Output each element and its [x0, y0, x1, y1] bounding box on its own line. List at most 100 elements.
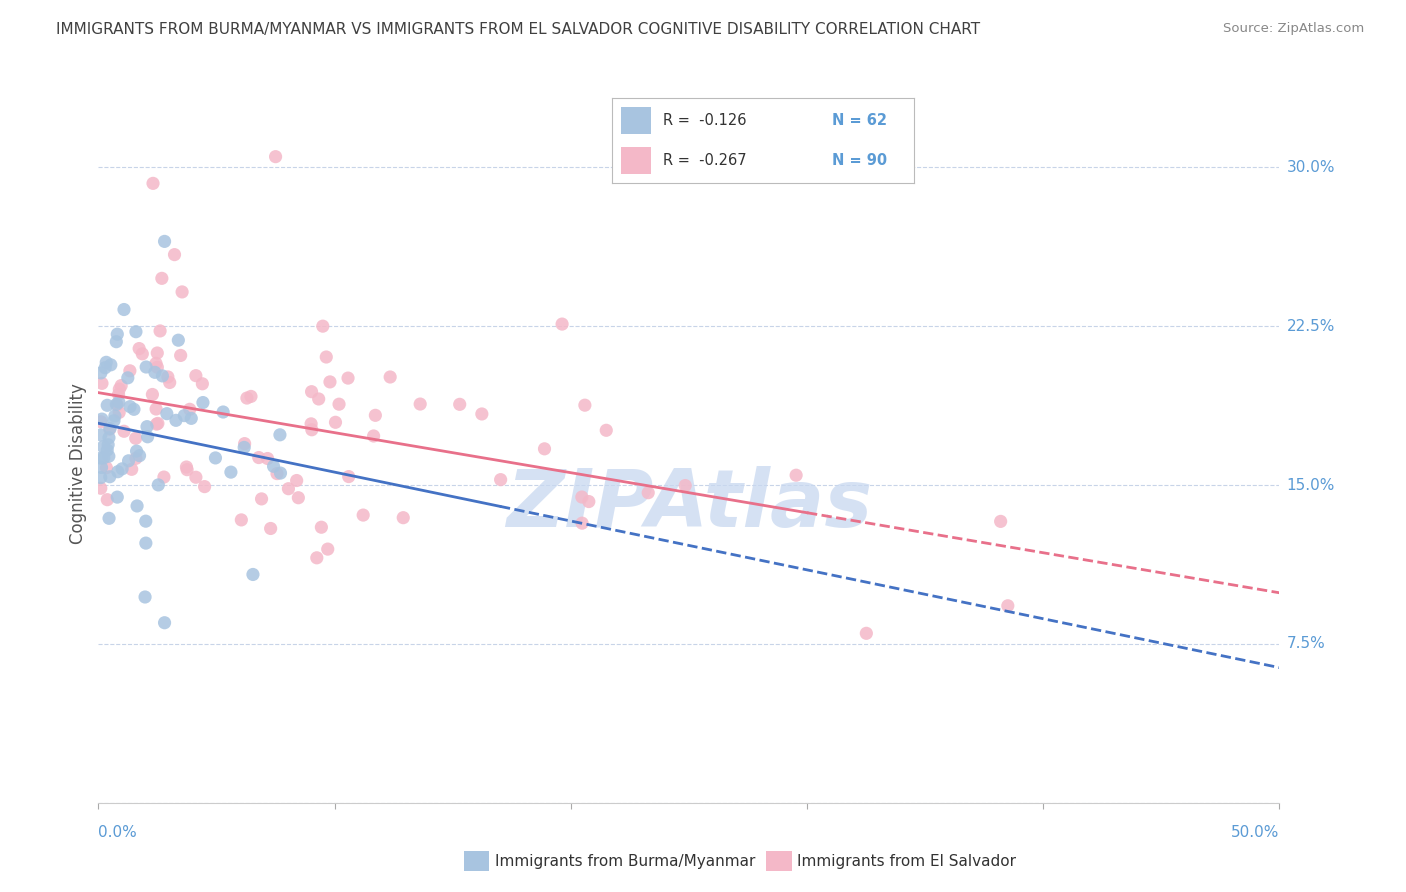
- Point: [240, 389, 263, 403]
- Point: [571, 516, 593, 531]
- Point: [176, 460, 198, 475]
- Point: [236, 391, 259, 405]
- Point: [103, 414, 125, 428]
- Point: [176, 463, 198, 477]
- Point: [785, 468, 807, 483]
- Point: [117, 454, 139, 468]
- Point: [90, 415, 112, 429]
- Point: [533, 442, 555, 456]
- Point: [285, 474, 308, 488]
- Point: [449, 397, 471, 411]
- Point: [117, 371, 139, 385]
- Point: [409, 397, 432, 411]
- Text: Source: ZipAtlas.com: Source: ZipAtlas.com: [1223, 22, 1364, 36]
- Point: [125, 499, 148, 513]
- Point: [352, 508, 374, 522]
- Point: [392, 510, 415, 524]
- Point: [107, 465, 129, 479]
- Point: [156, 370, 179, 384]
- Point: [97, 449, 120, 463]
- Point: [97, 431, 120, 445]
- Point: [94, 360, 117, 375]
- Point: [90, 412, 112, 426]
- Point: [128, 342, 150, 356]
- Point: [125, 444, 148, 458]
- Point: [180, 411, 202, 425]
- Point: [159, 376, 181, 390]
- Point: [595, 423, 617, 437]
- Point: [135, 359, 157, 374]
- Text: N = 90: N = 90: [832, 153, 887, 169]
- Point: [990, 515, 1012, 529]
- Text: 7.5%: 7.5%: [1286, 636, 1326, 651]
- Point: [233, 436, 256, 450]
- Point: [269, 427, 291, 442]
- Point: [136, 419, 159, 434]
- Point: [233, 441, 256, 455]
- Point: [145, 402, 167, 417]
- Point: [141, 387, 163, 401]
- Point: [145, 356, 167, 370]
- Point: [191, 395, 214, 409]
- Point: [135, 536, 157, 550]
- Point: [128, 449, 150, 463]
- Point: [135, 514, 157, 528]
- Text: Immigrants from El Salvador: Immigrants from El Salvador: [797, 855, 1017, 869]
- Point: [105, 334, 128, 349]
- Text: 22.5%: 22.5%: [1286, 318, 1334, 334]
- Point: [250, 491, 273, 506]
- Point: [153, 470, 176, 484]
- Text: 0.0%: 0.0%: [98, 825, 138, 840]
- Point: [100, 358, 122, 372]
- Point: [98, 469, 121, 483]
- Point: [551, 317, 574, 331]
- Point: [191, 376, 214, 391]
- Point: [145, 417, 167, 431]
- Text: ZIPAtlas: ZIPAtlas: [506, 466, 872, 543]
- Text: 15.0%: 15.0%: [1286, 477, 1334, 492]
- Point: [325, 415, 347, 429]
- Point: [120, 400, 142, 414]
- Point: [98, 421, 121, 435]
- Point: [105, 327, 128, 342]
- Point: [98, 422, 121, 436]
- Point: [179, 402, 201, 417]
- Point: [143, 365, 166, 379]
- Y-axis label: Cognitive Disability: Cognitive Disability: [69, 384, 87, 544]
- Point: [184, 368, 207, 383]
- Point: [96, 460, 118, 475]
- Text: R =  -0.267: R = -0.267: [664, 153, 747, 169]
- Point: [204, 450, 226, 465]
- Point: [184, 470, 207, 484]
- Point: [148, 478, 170, 492]
- Point: [305, 550, 328, 565]
- Point: [571, 490, 593, 504]
- Point: [118, 364, 141, 378]
- Point: [125, 431, 148, 445]
- Point: [574, 398, 596, 412]
- Point: [997, 599, 1019, 613]
- Point: [142, 177, 165, 191]
- Point: [328, 397, 350, 411]
- Point: [121, 462, 143, 476]
- Point: [96, 492, 118, 507]
- Point: [637, 485, 659, 500]
- Point: [112, 302, 135, 317]
- Point: [93, 450, 115, 465]
- Point: [107, 387, 129, 401]
- Point: [97, 438, 120, 452]
- Point: [90, 470, 112, 484]
- Point: [110, 378, 132, 392]
- Point: [134, 590, 156, 604]
- Point: [96, 355, 118, 369]
- Point: [316, 542, 339, 557]
- Point: [269, 466, 291, 480]
- Point: [146, 417, 169, 431]
- Point: [105, 397, 128, 411]
- Text: R =  -0.126: R = -0.126: [664, 112, 747, 128]
- Point: [122, 402, 145, 417]
- Point: [312, 319, 335, 334]
- Point: [146, 360, 169, 375]
- Point: [673, 478, 696, 492]
- Point: [315, 350, 337, 364]
